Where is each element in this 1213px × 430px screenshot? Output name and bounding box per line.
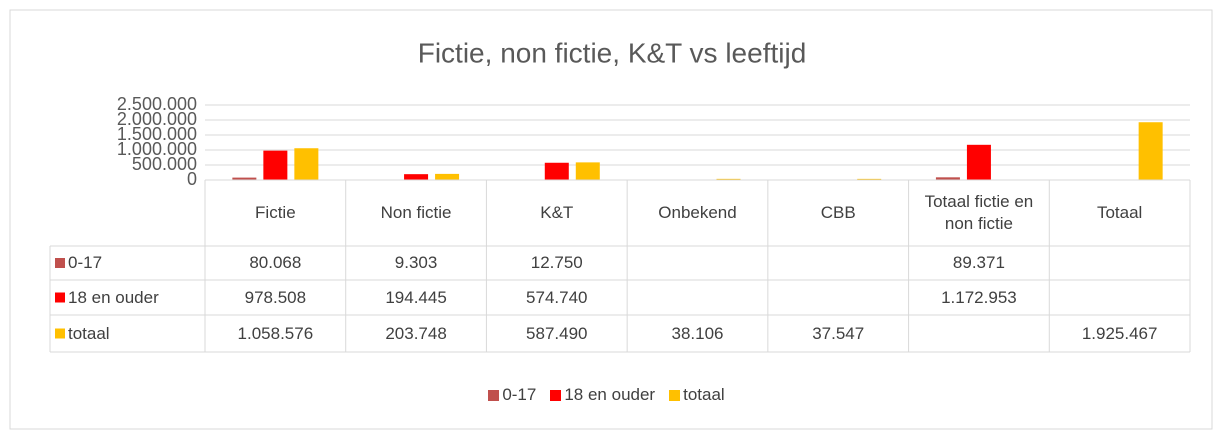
data-label: 80.068 bbox=[249, 253, 302, 272]
chart-border bbox=[9, 9, 1213, 430]
legend: 0-17 18 en ouder totaal bbox=[0, 382, 1213, 408]
series-label: 18 en ouder bbox=[68, 287, 159, 307]
bar bbox=[435, 173, 460, 180]
legend-key bbox=[55, 292, 65, 303]
y-tick-label: 1.500.000 bbox=[117, 124, 197, 144]
data-label: 194.445 bbox=[385, 287, 447, 307]
legend-swatch bbox=[669, 389, 681, 401]
y-tick-label: 1.000.000 bbox=[117, 139, 197, 159]
legend-swatch bbox=[550, 389, 562, 401]
bar bbox=[857, 178, 882, 180]
data-label: 1.172.953 bbox=[941, 287, 1017, 307]
x-tick-label: Totaal bbox=[1096, 203, 1143, 222]
data-label: 9.303 bbox=[394, 253, 438, 272]
legend-key bbox=[55, 258, 65, 268]
bar bbox=[263, 150, 288, 180]
x-tick-label: K&T bbox=[540, 203, 574, 222]
series-label: 0-17 bbox=[68, 253, 103, 272]
data-label: 1.925.467 bbox=[1081, 323, 1158, 343]
bar bbox=[935, 177, 960, 180]
data-label: 587.490 bbox=[526, 323, 588, 343]
bar bbox=[1138, 122, 1163, 180]
y-tick-label: 2.000.000 bbox=[117, 109, 197, 129]
data-label: 203.748 bbox=[385, 323, 447, 343]
chart-title: Fictie, non fictie, K&T vs leeftijd bbox=[418, 37, 807, 68]
legend-label: 18 en ouder bbox=[564, 385, 656, 404]
legend-item: 18 en ouder bbox=[550, 385, 655, 405]
data-label: 37.547 bbox=[812, 323, 865, 343]
data-label: 38.106 bbox=[671, 323, 724, 343]
x-tick-label: Fictie bbox=[255, 203, 296, 222]
legend-label: totaal bbox=[683, 385, 725, 404]
legend-key bbox=[55, 328, 65, 339]
bar bbox=[544, 162, 569, 180]
bar bbox=[232, 177, 257, 180]
data-label: 1.058.576 bbox=[237, 323, 314, 343]
legend-label: 0-17 bbox=[502, 385, 537, 404]
data-label: 574.740 bbox=[526, 287, 588, 307]
bar bbox=[966, 144, 991, 180]
x-tick-label: Onbekend bbox=[658, 203, 737, 222]
data-label: 978.508 bbox=[244, 287, 307, 307]
data-label: 12.750 bbox=[530, 253, 583, 272]
series-label: totaal bbox=[68, 323, 110, 343]
y-tick-label: 0 bbox=[187, 169, 197, 189]
y-tick-label: 500.000 bbox=[132, 154, 197, 174]
x-tick-label: Non fictie bbox=[380, 203, 452, 222]
bar bbox=[404, 174, 429, 180]
x-tick-label: Totaal fictie en non fictie bbox=[924, 192, 1034, 233]
data-label: 89.371 bbox=[952, 253, 1005, 272]
y-tick-label: 2.500.000 bbox=[117, 94, 197, 114]
bar bbox=[716, 178, 741, 180]
bar bbox=[575, 162, 600, 180]
x-tick-label: CBB bbox=[820, 203, 856, 222]
bar bbox=[294, 148, 319, 180]
legend-item: totaal bbox=[669, 385, 725, 405]
legend-swatch bbox=[488, 389, 500, 401]
legend-item: 0-17 bbox=[488, 385, 536, 405]
